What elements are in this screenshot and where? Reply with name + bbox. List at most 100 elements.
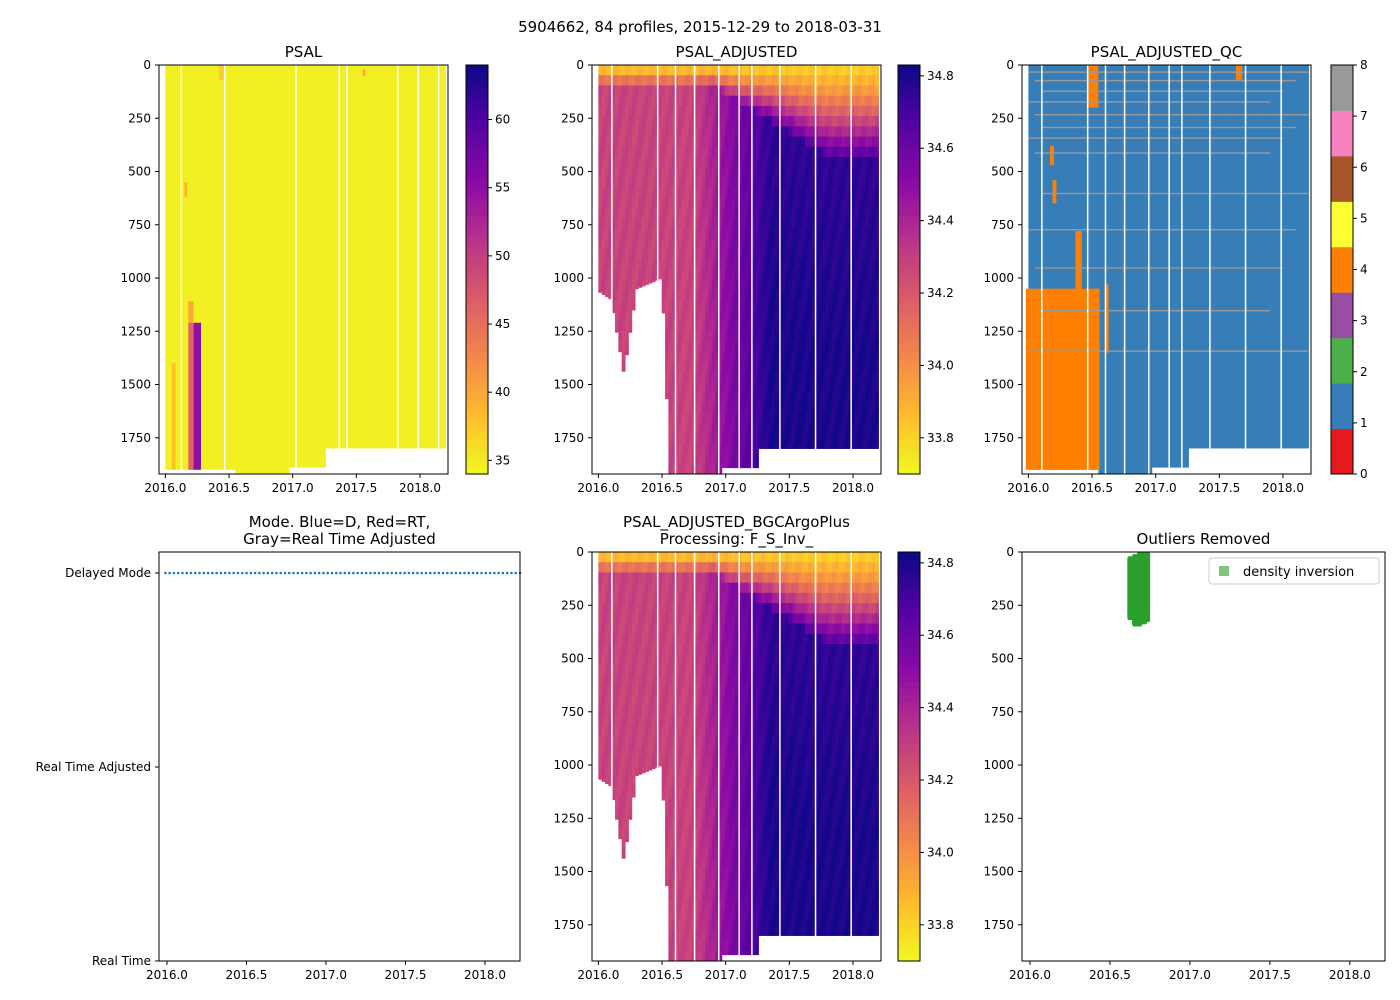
heatmap-cell — [738, 674, 743, 686]
heatmap-cell — [675, 562, 679, 573]
heatmap-cell — [785, 433, 789, 444]
heatmap-cell — [705, 797, 709, 809]
heatmap-cell — [731, 695, 736, 706]
heatmap-cell — [615, 126, 619, 138]
heatmap-cell — [815, 433, 819, 444]
heatmap-cell — [675, 300, 679, 311]
colorbar-segment — [898, 71, 920, 80]
heatmap-cell — [728, 797, 733, 809]
heatmap-cell — [648, 177, 653, 189]
heatmap-cell — [805, 85, 809, 97]
heatmap-cell — [855, 126, 859, 138]
heatmap-cell — [695, 310, 699, 322]
heatmap-cell — [695, 807, 699, 819]
heatmap-cell — [621, 126, 626, 138]
heatmap-cell — [691, 940, 696, 952]
heatmap-cell — [698, 797, 703, 809]
heatmap-cell — [858, 167, 863, 178]
heatmap-cell — [711, 562, 716, 573]
heatmap-cell — [618, 259, 623, 270]
heatmap-cell — [701, 766, 706, 778]
heatmap-cell — [735, 879, 739, 890]
heatmap-cell — [735, 116, 739, 127]
heatmap-cell — [638, 238, 643, 250]
heatmap-cell — [795, 136, 799, 148]
heatmap-cell — [798, 65, 803, 76]
heatmap-cell — [671, 889, 676, 901]
heatmap-cell — [352, 65, 356, 449]
heatmap-cell — [821, 320, 826, 332]
heatmap-cell — [731, 197, 736, 209]
heatmap-cell — [648, 197, 653, 209]
qc-flag8-line — [1034, 267, 1283, 269]
heatmap-cell — [688, 807, 693, 819]
heatmap-cell — [738, 695, 743, 706]
heatmap-cell — [855, 341, 859, 352]
heatmap-cell — [728, 320, 733, 332]
heatmap-cell — [628, 167, 633, 178]
heatmap-cell — [615, 208, 619, 219]
heatmap-cell — [768, 249, 773, 260]
mode-point — [249, 571, 253, 575]
heatmap-cell — [831, 146, 836, 158]
heatmap-cell — [761, 197, 766, 209]
heatmap-cell — [741, 187, 746, 199]
heatmap-cell — [621, 249, 626, 260]
heatmap-cell — [621, 572, 626, 584]
heatmap-cell — [698, 228, 703, 240]
heatmap-cell — [678, 705, 683, 717]
heatmap-cell — [621, 603, 626, 614]
heatmap-cell — [755, 228, 759, 240]
heatmap-cell — [705, 654, 709, 665]
heatmap-cell — [798, 289, 803, 301]
heatmap-cell — [745, 65, 749, 76]
heatmap-cell — [748, 320, 753, 332]
heatmap-cell — [705, 828, 709, 839]
heatmap-cell — [661, 177, 666, 189]
qc-cell — [1165, 65, 1169, 468]
heatmap-cell — [698, 351, 703, 363]
heatmap-cell — [801, 341, 806, 352]
heatmap-cell — [688, 552, 693, 563]
heatmap-cell — [598, 695, 603, 706]
heatmap-cell — [701, 412, 706, 424]
heatmap-cell — [765, 300, 769, 311]
heatmap-cell — [801, 392, 806, 403]
heatmap-cell — [711, 402, 716, 414]
heatmap-cell — [875, 197, 879, 209]
heatmap-cell — [685, 289, 689, 301]
heatmap-cell — [678, 879, 683, 890]
heatmap-cell — [628, 797, 633, 809]
heatmap-cell — [718, 320, 723, 332]
heatmap-cell — [791, 197, 796, 209]
heatmap-cell — [728, 279, 733, 291]
heatmap-cell — [851, 85, 856, 97]
heatmap-cell — [865, 187, 869, 199]
heatmap-cell — [671, 443, 676, 455]
heatmap-cell — [638, 157, 643, 168]
heatmap-cell — [631, 695, 636, 706]
profile-gap — [814, 65, 817, 474]
figure-title: 5904662, 84 profiles, 2015-12-29 to 2018… — [518, 18, 882, 36]
heatmap-cell — [745, 320, 749, 332]
heatmap-cell — [671, 300, 676, 311]
heatmap-cell — [415, 65, 420, 449]
heatmap-cell — [741, 950, 746, 956]
heatmap-cell — [631, 95, 636, 107]
heatmap-cell — [665, 136, 669, 148]
heatmap-cell — [668, 197, 673, 209]
heatmap-cell — [601, 269, 606, 281]
heatmap-cell — [695, 85, 699, 97]
heatmap-cell — [738, 705, 743, 717]
heatmap-cell — [691, 157, 696, 168]
heatmap-cell — [651, 208, 656, 219]
heatmap-cell — [828, 300, 833, 311]
heatmap-cell — [688, 592, 693, 604]
heatmap-cell — [791, 392, 796, 403]
heatmap-cell — [711, 623, 716, 635]
heatmap-cell — [708, 644, 713, 655]
heatmap-cell — [671, 249, 676, 260]
heatmap-cell — [675, 320, 679, 332]
heatmap-cell — [811, 65, 816, 76]
heatmap-cell — [668, 249, 673, 260]
